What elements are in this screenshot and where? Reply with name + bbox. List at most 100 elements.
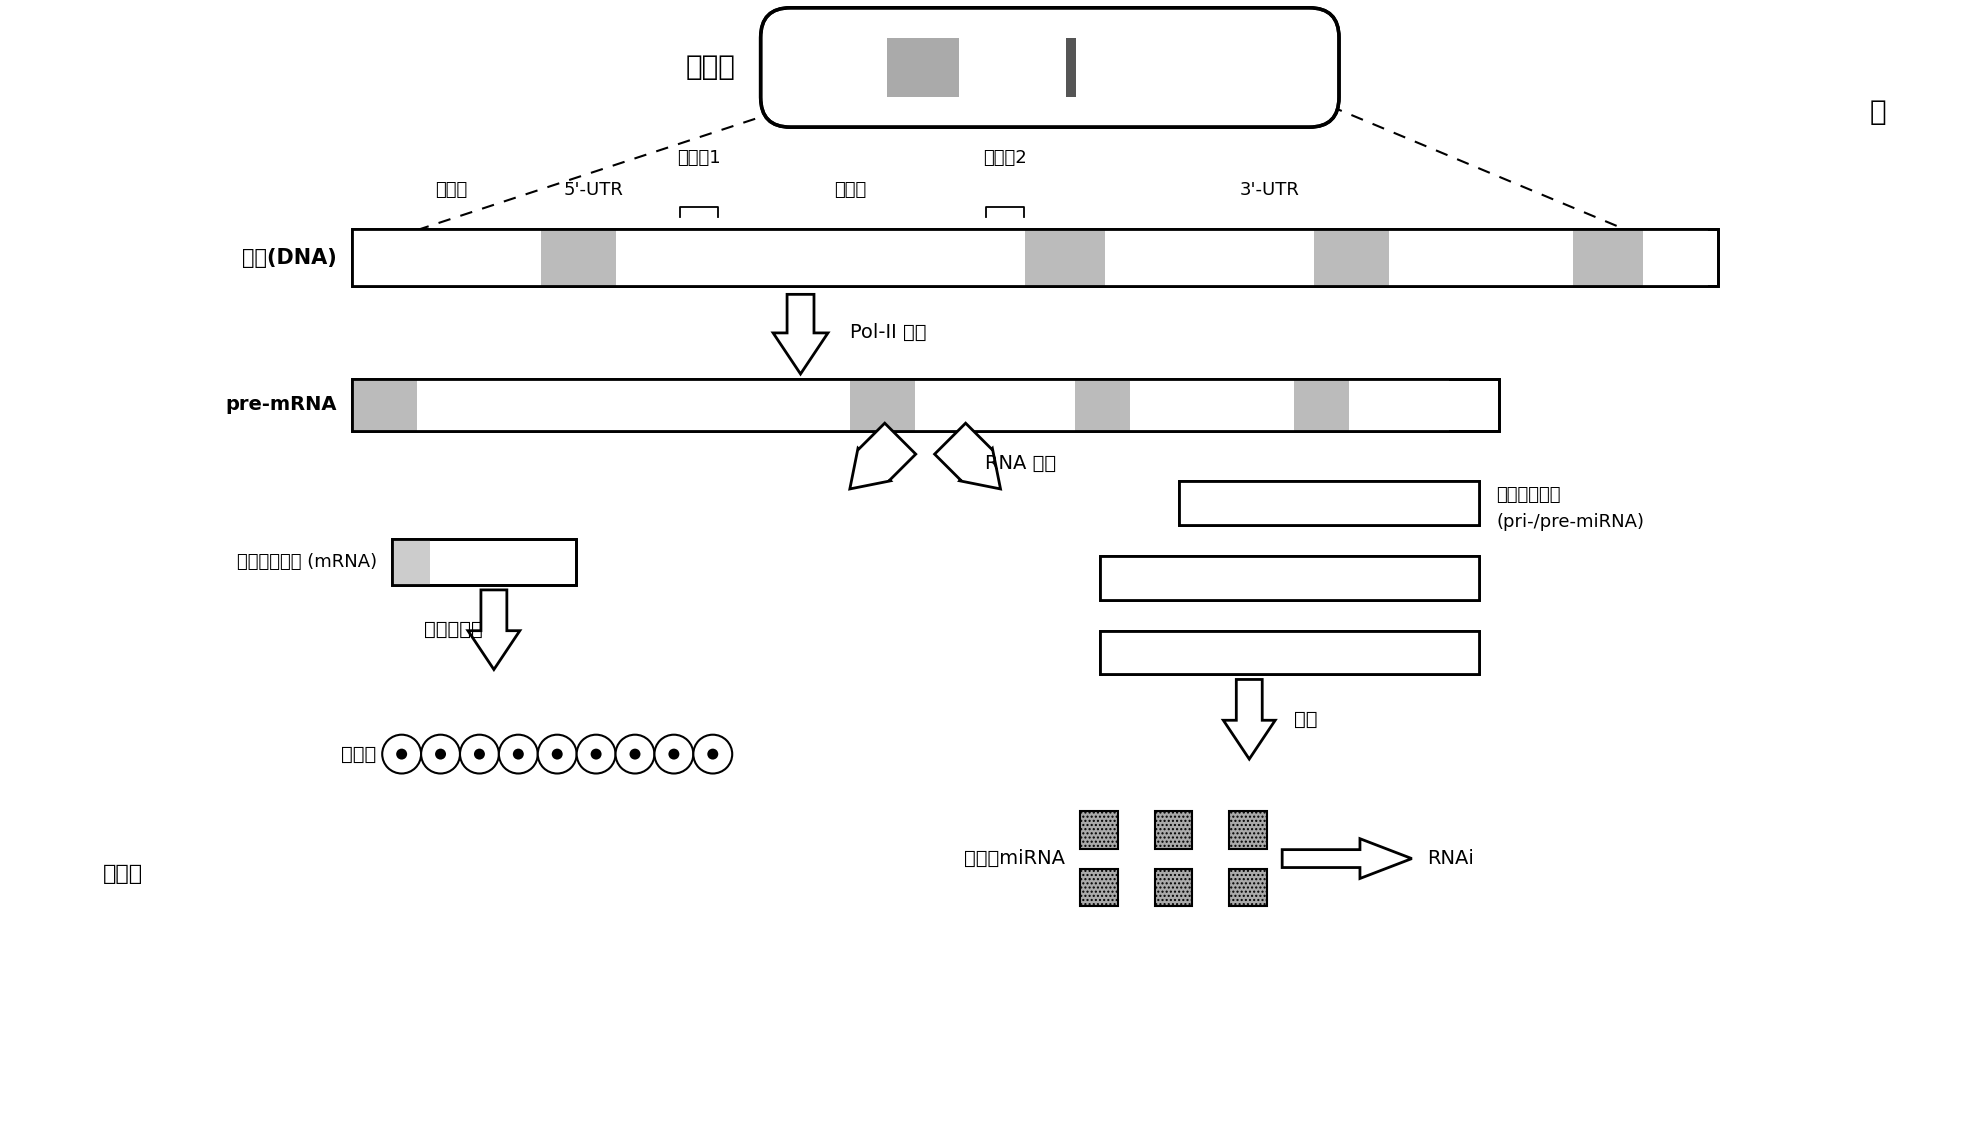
Bar xyxy=(1246,38,1329,97)
Text: 加工: 加工 xyxy=(1295,710,1317,728)
Circle shape xyxy=(694,734,731,774)
Bar xyxy=(352,378,1499,431)
Circle shape xyxy=(538,734,577,774)
Bar xyxy=(670,229,971,286)
Bar xyxy=(1105,229,1214,286)
Bar xyxy=(352,229,1718,286)
Bar xyxy=(1400,378,1449,431)
Bar xyxy=(1099,556,1479,600)
Bar xyxy=(516,378,805,431)
Bar xyxy=(1125,38,1184,97)
Bar xyxy=(1230,869,1267,906)
Circle shape xyxy=(615,734,654,774)
Bar xyxy=(959,38,1010,97)
Bar xyxy=(1099,630,1479,675)
Text: RNAi: RNAi xyxy=(1427,849,1473,868)
Bar xyxy=(915,378,990,431)
Bar xyxy=(542,229,617,286)
Bar xyxy=(617,229,670,286)
Circle shape xyxy=(629,749,641,759)
Bar xyxy=(1066,38,1075,97)
Text: 5'-UTR: 5'-UTR xyxy=(563,181,623,198)
Bar xyxy=(1643,229,1708,286)
Bar xyxy=(888,38,959,97)
Circle shape xyxy=(577,734,615,774)
Text: 核: 核 xyxy=(1868,98,1886,127)
Bar xyxy=(1214,229,1315,286)
Bar xyxy=(391,539,429,585)
Bar xyxy=(1184,38,1246,97)
Polygon shape xyxy=(1283,839,1412,879)
Bar xyxy=(1079,869,1117,906)
Text: 外显子2: 外显子2 xyxy=(983,149,1026,166)
Bar xyxy=(1184,378,1295,431)
Bar xyxy=(1075,378,1129,431)
Bar xyxy=(1574,229,1643,286)
Bar xyxy=(1295,378,1348,431)
Bar xyxy=(1155,811,1192,848)
Text: 染色体: 染色体 xyxy=(686,54,735,81)
Polygon shape xyxy=(773,294,828,374)
Circle shape xyxy=(382,734,421,774)
Text: 剪接的外显子
(pri-/pre-miRNA): 剪接的外显子 (pri-/pre-miRNA) xyxy=(1497,486,1645,530)
Bar xyxy=(990,378,1075,431)
Bar xyxy=(417,378,471,431)
Text: pre-mRNA: pre-mRNA xyxy=(225,396,336,414)
Circle shape xyxy=(461,734,498,774)
Bar xyxy=(352,378,417,431)
Circle shape xyxy=(512,749,524,759)
Bar xyxy=(850,378,915,431)
Bar xyxy=(1155,869,1192,906)
Bar xyxy=(1315,229,1390,286)
Text: 蛋白质: 蛋白质 xyxy=(342,744,378,764)
Bar xyxy=(1010,38,1066,97)
Circle shape xyxy=(395,749,407,759)
Bar xyxy=(352,229,542,286)
Bar xyxy=(1129,378,1184,431)
Bar xyxy=(1348,378,1400,431)
Bar xyxy=(471,378,516,431)
Text: RNA 剪接: RNA 剪接 xyxy=(985,454,1056,473)
Bar xyxy=(1230,811,1267,848)
Bar xyxy=(352,378,1499,431)
Bar xyxy=(805,378,850,431)
Polygon shape xyxy=(1224,679,1275,759)
Polygon shape xyxy=(850,423,915,489)
Circle shape xyxy=(668,749,680,759)
Polygon shape xyxy=(469,589,520,669)
Bar xyxy=(1075,38,1125,97)
Bar xyxy=(391,539,575,585)
Bar xyxy=(1099,556,1479,600)
Text: 外显子1: 外显子1 xyxy=(676,149,722,166)
Text: 蛋白质合成: 蛋白质合成 xyxy=(425,620,482,640)
Bar xyxy=(1473,229,1574,286)
Circle shape xyxy=(654,734,694,774)
Bar xyxy=(1180,481,1479,526)
Bar xyxy=(1390,229,1473,286)
Text: 3'-UTR: 3'-UTR xyxy=(1240,181,1299,198)
Polygon shape xyxy=(935,423,1000,489)
Circle shape xyxy=(435,749,447,759)
Bar xyxy=(971,229,1024,286)
Text: 启动子: 启动子 xyxy=(435,181,469,198)
Bar xyxy=(1024,229,1105,286)
Bar xyxy=(791,38,832,97)
Circle shape xyxy=(708,749,718,759)
Circle shape xyxy=(421,734,461,774)
Text: Pol-II 转录: Pol-II 转录 xyxy=(850,323,927,342)
Bar xyxy=(1099,630,1479,675)
Circle shape xyxy=(591,749,601,759)
Bar xyxy=(1180,481,1479,526)
Circle shape xyxy=(498,734,538,774)
Text: 细胞质: 细胞质 xyxy=(103,863,142,884)
Bar xyxy=(352,229,1718,286)
Bar xyxy=(832,38,888,97)
Text: 成熟的miRNA: 成熟的miRNA xyxy=(963,849,1066,868)
Text: 基因(DNA): 基因(DNA) xyxy=(241,247,336,268)
Text: 成熟的转录物 (mRNA): 成熟的转录物 (mRNA) xyxy=(237,553,378,571)
Circle shape xyxy=(552,749,563,759)
Circle shape xyxy=(474,749,484,759)
Bar xyxy=(1079,811,1117,848)
FancyBboxPatch shape xyxy=(761,8,1338,128)
Bar xyxy=(1099,630,1479,675)
